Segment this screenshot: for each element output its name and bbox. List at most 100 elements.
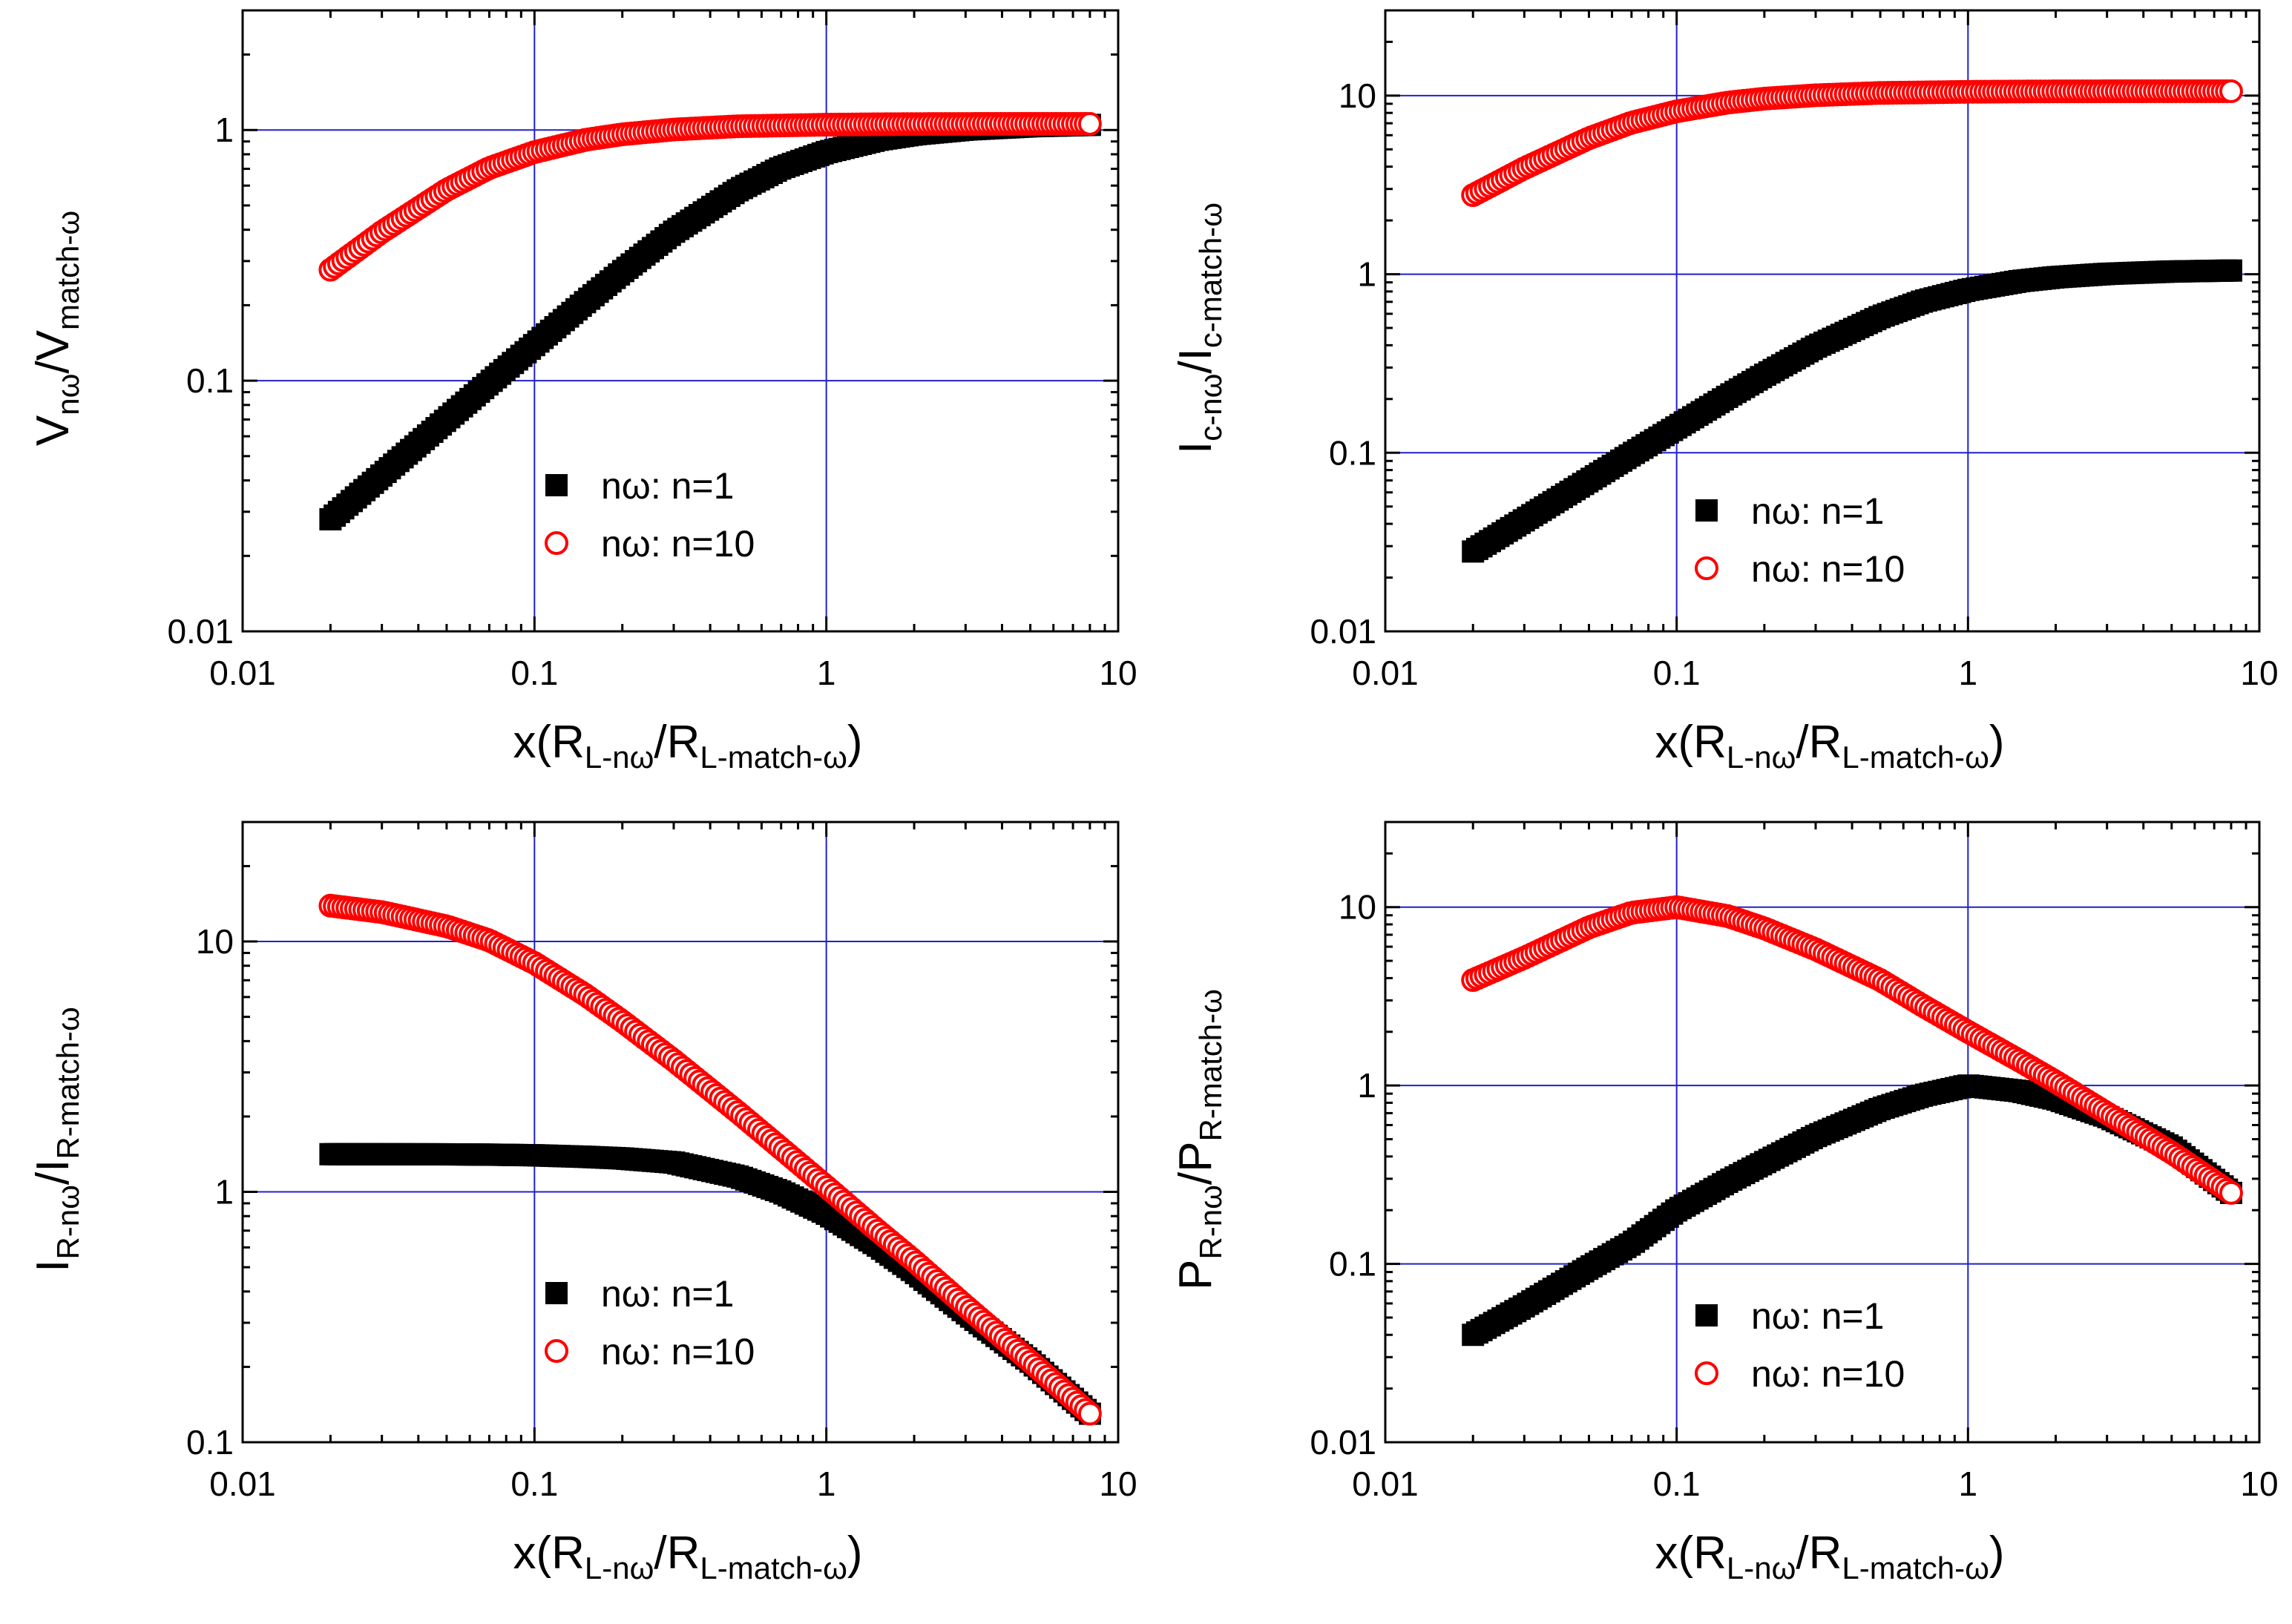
axis-title-sub1: L-nω — [1727, 740, 1796, 775]
axis-title-base: P — [1170, 1260, 1221, 1290]
x-tick-label: 0.01 — [209, 654, 276, 692]
y-tick-label: 0.1 — [186, 361, 234, 400]
axis-title-base: x(R — [1655, 1528, 1726, 1579]
x-tick-label: 0.01 — [1352, 1464, 1419, 1503]
legend-entry-label: nω: n=10 — [1751, 1353, 1905, 1395]
plot-frame — [1384, 821, 2261, 1444]
y-tick-label: 10 — [196, 922, 234, 961]
plot-frame — [241, 9, 1120, 633]
series-n1 — [1462, 259, 2242, 563]
axis-title-sub2: R-match-ω — [50, 1007, 85, 1159]
series-n1 — [319, 114, 1101, 530]
data-point — [2219, 1180, 2243, 1205]
y-tick-label: 0.01 — [167, 612, 234, 651]
x-axis-title: x(RL-nω/RL-match-ω) — [1655, 717, 2004, 775]
axis-title-mid: /I — [27, 1160, 79, 1185]
x-tick-label: 10 — [2240, 654, 2278, 692]
axis-title-sub1: L-nω — [585, 740, 654, 775]
y-tick-label: 0.01 — [1310, 612, 1376, 651]
series-n10 — [318, 893, 1102, 1426]
data-point — [1077, 111, 1102, 136]
axis-title-sub2: L-match-ω — [700, 1551, 847, 1585]
legend-marker — [545, 474, 568, 496]
y-tick-label: 1 — [1357, 1066, 1376, 1105]
series-n10 — [1461, 79, 2243, 208]
axis-title-sub1: c-nω — [1193, 374, 1228, 441]
axis-title-base: V — [27, 415, 79, 446]
y-axis-title: Vnω/Vmatch-ω — [27, 211, 85, 446]
axis-title-mid: /R — [1796, 1528, 1842, 1579]
y-tick-label: 0.1 — [1329, 433, 1376, 472]
y-axis-title: PR-nω/PR-match-ω — [1170, 989, 1228, 1290]
data-point — [1077, 1401, 1102, 1426]
x-tick-label: 0.1 — [510, 1464, 558, 1503]
y-tick-label: 1 — [1357, 255, 1376, 294]
series-n10 — [318, 111, 1102, 282]
axis-title-sub2: match-ω — [50, 211, 85, 330]
legend-marker — [545, 1339, 568, 1363]
y-axis-title: IR-nω/IR-match-ω — [27, 1007, 85, 1272]
axis-title-end: ) — [1989, 1528, 2005, 1579]
legend-entry-label: nω: n=1 — [1751, 1295, 1884, 1337]
axis-title-sub1: nω — [50, 374, 85, 415]
axis-title-sub2: R-match-ω — [1193, 989, 1228, 1141]
x-axis-title: x(RL-nω/RL-match-ω) — [513, 1528, 862, 1585]
x-tick-label: 1 — [1959, 654, 1978, 692]
x-tick-label: 0.01 — [209, 1464, 276, 1503]
axis-title-sub2: c-match-ω — [1193, 203, 1228, 348]
legend: nω: n=1 nω: n=10 — [1695, 1295, 1905, 1395]
axis-title-mid: /R — [654, 1528, 700, 1579]
y-tick-label: 10 — [1339, 888, 1376, 927]
legend-entry-label: nω: n=10 — [1751, 548, 1905, 590]
plot-frame — [1384, 9, 2261, 633]
axis-title-base: I — [27, 1260, 79, 1272]
axis-title-sub2: L-match-ω — [700, 740, 847, 775]
x-tick-label: 0.1 — [1653, 1464, 1701, 1503]
axis-title-sub2: L-match-ω — [1842, 1551, 1989, 1585]
legend-marker — [545, 1282, 568, 1304]
legend-entry-label: nω: n=10 — [601, 1331, 755, 1372]
y-tick-label: 0.1 — [186, 1423, 234, 1462]
legend-entry-label: nω: n=1 — [601, 1273, 734, 1315]
axis-title-sub1: L-nω — [1727, 1551, 1796, 1585]
axis-title-mid: /V — [27, 329, 79, 373]
axis-title-end: ) — [1989, 717, 2005, 768]
legend-entry-label: nω: n=10 — [601, 523, 755, 565]
y-tick-label: 0.01 — [1310, 1423, 1376, 1462]
legend-entry-label: nω: n=1 — [1751, 490, 1884, 532]
axis-title-sub1: R-nω — [1193, 1185, 1228, 1259]
data-point — [2219, 259, 2242, 282]
axis-title-sub2: L-match-ω — [1842, 740, 1989, 775]
x-tick-label: 1 — [1959, 1464, 1978, 1503]
axis-title-base: I — [1170, 441, 1221, 454]
axis-title-end: ) — [847, 1528, 863, 1579]
x-tick-label: 1 — [817, 654, 836, 692]
axis-title-base: x(R — [513, 1528, 584, 1579]
axis-title-base: x(R — [513, 717, 584, 768]
legend-marker — [1695, 499, 1718, 522]
legend-marker — [1695, 556, 1718, 580]
legend: nω: n=1 nω: n=10 — [1695, 490, 1905, 590]
x-tick-label: 10 — [2240, 1464, 2278, 1503]
x-tick-label: 0.1 — [510, 654, 558, 692]
axis-title-mid: /I — [1170, 348, 1221, 373]
series-n10 — [1461, 895, 2243, 1205]
axis-title-sub1: L-nω — [585, 1551, 654, 1585]
axis-title-sub1: R-nω — [50, 1185, 85, 1259]
axis-title-mid: /R — [1796, 717, 1842, 768]
legend-marker — [1695, 1304, 1718, 1327]
axis-title-mid: /R — [654, 717, 700, 768]
y-tick-label: 1 — [214, 1173, 234, 1212]
y-axis-title: Ic-nω/Ic-match-ω — [1170, 203, 1228, 454]
y-tick-label: 0.1 — [1329, 1245, 1376, 1283]
y-tick-label: 1 — [214, 111, 234, 149]
axis-title-mid: /P — [1170, 1142, 1221, 1186]
legend-marker — [1695, 1361, 1718, 1385]
x-tick-label: 0.01 — [1352, 654, 1419, 692]
panel-1: 0.01 0.1 1 10 0.01 0.1 1 nω: n=1 nω: n=10 x(RL-nω… — [27, 9, 1137, 775]
x-axis-title: x(RL-nω/RL-match-ω) — [513, 717, 862, 775]
axis-title-base: x(R — [1655, 717, 1726, 768]
